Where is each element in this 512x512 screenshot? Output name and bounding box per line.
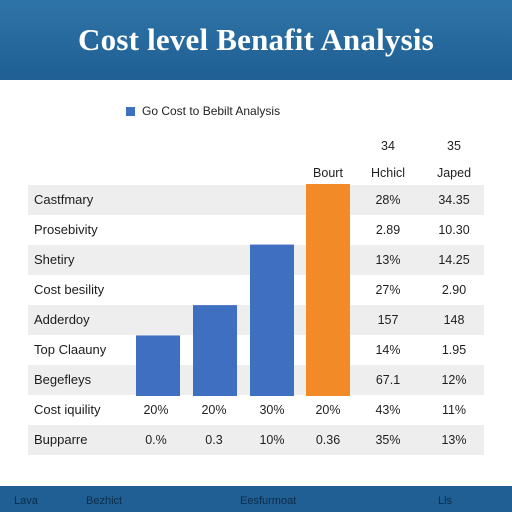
table-cell: 30% (259, 403, 285, 417)
legend-label: Go Cost to Bebilt Analysis (142, 104, 281, 118)
column-header-extra-2: 35 (447, 139, 461, 153)
row-label: Castfmary (34, 192, 94, 207)
table-cell: 148 (443, 313, 465, 327)
table-cell: 10% (259, 433, 285, 447)
table-cell: 43% (375, 403, 401, 417)
column-header-bourt: Bourt (313, 166, 343, 180)
table-row: Castfmary 28% 34.35 (28, 185, 484, 215)
row-label: Top Claauny (34, 342, 107, 357)
table-cell: 1.95 (441, 343, 467, 357)
footer-bar (0, 486, 512, 512)
table-cell: 13% (375, 253, 401, 267)
table-cell: 20% (315, 403, 341, 417)
table-cell: 14% (375, 343, 401, 357)
table-cell: 11% (441, 403, 467, 417)
table-cell: 13% (441, 433, 467, 447)
column-header-hchicl: Hchicl (370, 166, 406, 180)
title-banner (0, 0, 512, 80)
table-cell: 12% (441, 373, 467, 387)
row-label: Cost besility (34, 282, 105, 297)
legend-swatch (126, 106, 135, 116)
table-cell: 0.36 (315, 433, 341, 447)
table-cell: 20% (201, 403, 227, 417)
row-label: Shetiry (34, 252, 75, 267)
table-row: Prosebivity 2.89 10.30 (28, 215, 484, 245)
table-cell: 157 (377, 313, 399, 327)
bar (193, 305, 237, 396)
footer-item-1: Lava (14, 495, 38, 507)
table-cell: 10.30 (438, 223, 470, 237)
table-row: Bupparre 0.% 0.3 10% 0.36 35% 13% (28, 425, 484, 455)
table-row: Cost iquility 20% 20% 30% 20% 43% 11% (28, 395, 484, 425)
table-cell: 2.90 (441, 283, 467, 297)
table-cell: 67.1 (375, 373, 401, 387)
table-cell: 35% (375, 433, 401, 447)
table-cell: 0.% (145, 433, 167, 447)
page-title: Cost level Benafit Analysis (78, 22, 434, 57)
table-row: Cost besility 27% 2.90 (28, 275, 484, 305)
table-cell: 28% (375, 193, 401, 207)
table-row: Top Claauny 14% 1.95 (28, 335, 484, 365)
chart-legend: Go Cost to Bebilt Analysis (126, 104, 280, 118)
table-cell: 20% (143, 403, 169, 417)
table-cell: 2.89 (375, 223, 401, 237)
row-label: Prosebivity (34, 222, 98, 237)
bar (250, 244, 294, 396)
row-label: Adderdoy (34, 312, 90, 327)
table-cell: 34.35 (438, 193, 470, 207)
footer-item-2: Bezhict (86, 495, 123, 507)
footer-item-3: Eesfurmoat (240, 495, 297, 507)
row-label: Begefleys (34, 372, 92, 387)
row-label: Bupparre (34, 432, 88, 447)
row-label: Cost iquility (34, 402, 101, 417)
bar (306, 184, 350, 396)
footer-item-4: Lls (438, 495, 453, 507)
table-cell: 27% (375, 283, 401, 297)
table-cell: 14.25 (438, 253, 470, 267)
column-header-japed: Japed (436, 166, 472, 180)
bar (136, 335, 180, 396)
column-header-extra-1: 34 (381, 139, 395, 153)
table-cell: 0.3 (205, 433, 223, 447)
